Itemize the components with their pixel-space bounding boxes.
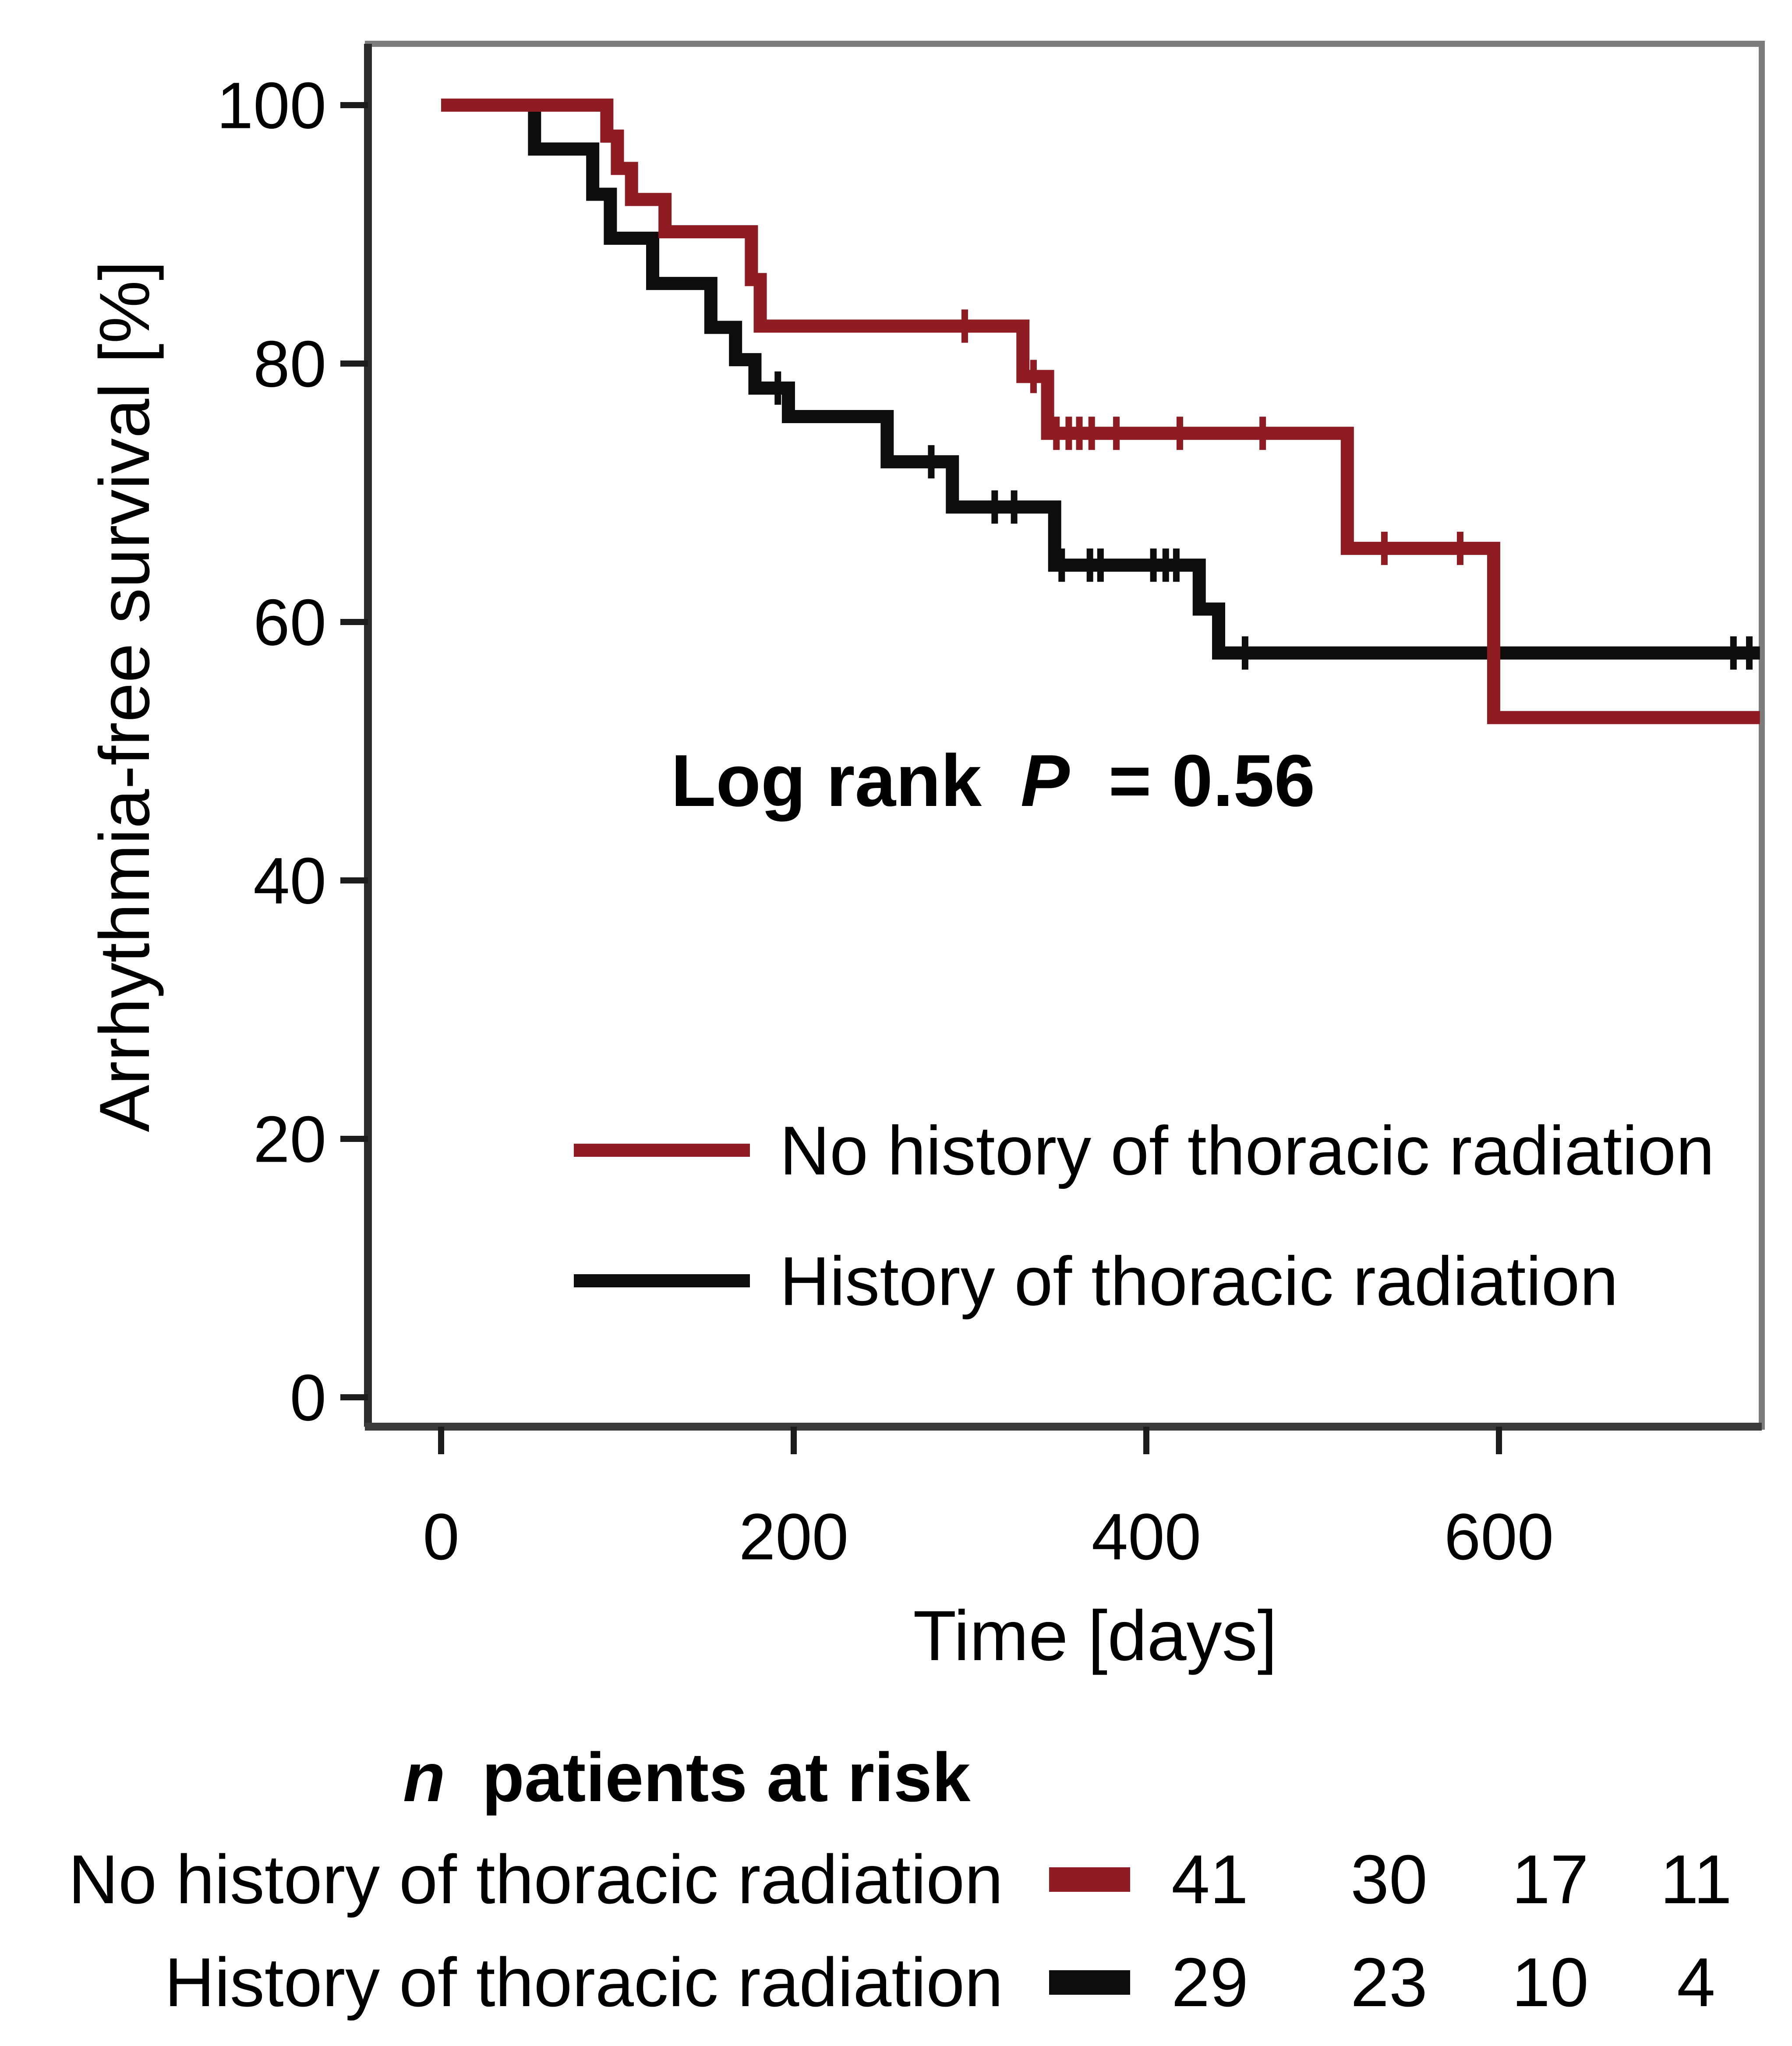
y-tick-label: 100 (217, 69, 326, 142)
at-risk-counts: 41 30 17 11 29 23 10 4 (1171, 1841, 1732, 2021)
y-tick-label: 0 (290, 1361, 326, 1435)
at-risk-count: 17 (1512, 1841, 1589, 1918)
at-risk-count: 4 (1677, 1944, 1715, 2021)
y-tick-label: 60 (253, 586, 326, 659)
y-tick-label: 20 (253, 1103, 326, 1176)
at-risk-title-rest: patients at risk (482, 1739, 971, 1816)
logrank-prefix: Log rank (671, 739, 982, 822)
x-tick-label: 400 (1092, 1500, 1201, 1573)
at-risk-count: 30 (1350, 1841, 1428, 1918)
y-axis-ticks: 0 20 40 60 80 100 (217, 69, 368, 1435)
x-tick-label: 600 (1444, 1500, 1554, 1573)
survival-curve-history (441, 99, 1760, 660)
survival-curves (441, 99, 1760, 724)
logrank-annotation: Log rank P = 0.56 (671, 739, 1315, 822)
at-risk-count: 10 (1512, 1944, 1589, 2021)
logrank-p-symbol: P (1021, 739, 1070, 822)
at-risk-count: 11 (1660, 1841, 1732, 1918)
logrank-value: = 0.56 (1109, 739, 1315, 822)
plot-border (365, 41, 1765, 1430)
y-tick-label: 40 (253, 844, 326, 918)
survival-curve-no-history (441, 99, 1760, 724)
at-risk-title: n patients at risk (403, 1739, 971, 1816)
at-risk-table: n patients at risk No history of thoraci… (68, 1739, 1732, 2021)
y-tick-label: 80 (253, 327, 326, 401)
y-axis-title: Arrhythmia-free survival [%] (85, 261, 164, 1132)
censor-marks (774, 309, 1753, 670)
at-risk-count: 41 (1171, 1841, 1248, 1918)
x-tick-label: 200 (739, 1500, 848, 1573)
x-tick-label: 0 (423, 1500, 459, 1573)
x-axis-title: Time [days] (913, 1596, 1277, 1675)
legend-label-no-history: No history of thoracic radiation (780, 1112, 1714, 1189)
at-risk-label-no-history: No history of thoracic radiation (68, 1841, 1003, 1918)
at-risk-count: 23 (1350, 1944, 1428, 2021)
at-risk-title-n: n (403, 1739, 445, 1816)
x-axis-ticks: 0 200 400 600 (423, 1427, 1554, 1573)
at-risk-label-history: History of thoracic radiation (165, 1944, 1003, 2021)
legend-label-history: History of thoracic radiation (780, 1243, 1618, 1320)
at-risk-count: 29 (1171, 1944, 1248, 2021)
legend: No history of thoracic radiation History… (574, 1112, 1714, 1320)
